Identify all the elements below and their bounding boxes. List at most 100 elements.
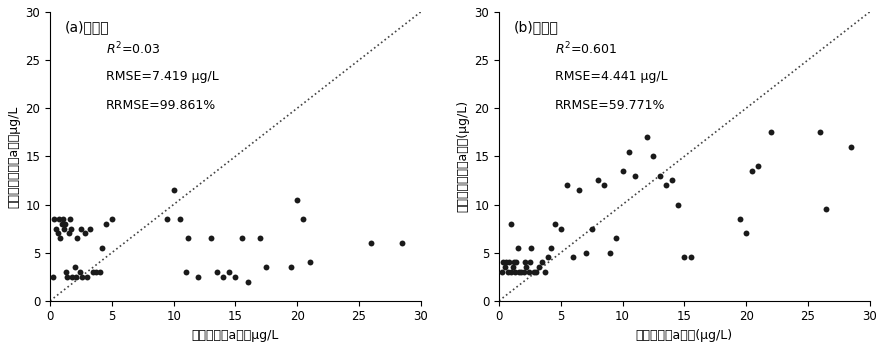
- Point: [494, 269, 508, 275]
- Point: [541, 255, 555, 260]
- Point: [68, 264, 82, 270]
- Point: [499, 264, 513, 270]
- Point: [88, 269, 103, 275]
- Point: [751, 163, 766, 169]
- Point: [566, 255, 580, 260]
- Y-axis label: 影像反演叶绿素a浓度(μg/L): 影像反演叶绿素a浓度(μg/L): [456, 100, 469, 213]
- Point: [500, 269, 514, 275]
- Point: [63, 216, 77, 222]
- Point: [535, 259, 549, 265]
- Text: RRMSE=59.771%: RRMSE=59.771%: [554, 99, 665, 112]
- Point: [739, 231, 753, 236]
- Point: [65, 274, 80, 280]
- Point: [181, 236, 195, 241]
- Point: [522, 269, 536, 275]
- Point: [745, 168, 759, 173]
- Point: [47, 216, 61, 222]
- Point: [553, 226, 568, 231]
- Point: [591, 178, 605, 183]
- Point: [80, 274, 95, 280]
- Point: [609, 236, 623, 241]
- Point: [505, 269, 519, 275]
- Point: [82, 226, 96, 231]
- Point: [203, 236, 217, 241]
- Point: [572, 187, 586, 193]
- Point: [296, 216, 310, 222]
- Point: [671, 202, 685, 207]
- Point: [69, 274, 83, 280]
- Point: [74, 226, 88, 231]
- Point: [50, 226, 64, 231]
- Point: [524, 245, 538, 251]
- Point: [522, 259, 537, 265]
- Point: [45, 274, 59, 280]
- Point: [160, 216, 174, 222]
- Point: [507, 259, 521, 265]
- Text: (a)未分类: (a)未分类: [65, 21, 110, 35]
- Point: [87, 269, 101, 275]
- Point: [518, 259, 532, 265]
- Point: [499, 259, 514, 265]
- Point: [508, 269, 522, 275]
- Text: $\mathit{R}^2$=0.601: $\mathit{R}^2$=0.601: [554, 41, 617, 58]
- Point: [50, 231, 65, 236]
- Point: [240, 279, 255, 284]
- Point: [640, 134, 654, 140]
- Point: [57, 226, 71, 231]
- Point: [395, 240, 409, 246]
- Point: [665, 178, 679, 183]
- Point: [615, 168, 629, 173]
- Point: [764, 129, 778, 135]
- Point: [56, 216, 70, 222]
- Point: [64, 226, 78, 231]
- Point: [537, 269, 552, 275]
- Point: [284, 264, 298, 270]
- Text: (b)分类后: (b)分类后: [514, 21, 559, 35]
- Point: [519, 264, 533, 270]
- Point: [646, 154, 660, 159]
- Point: [529, 269, 543, 275]
- Point: [733, 216, 747, 222]
- Point: [51, 216, 65, 222]
- Point: [302, 259, 316, 265]
- Point: [584, 226, 598, 231]
- Point: [166, 187, 180, 193]
- X-axis label: 实测叶绿素a浓度μg/L: 实测叶绿素a浓度μg/L: [192, 329, 279, 342]
- Point: [253, 236, 267, 241]
- Point: [544, 245, 558, 251]
- Point: [578, 250, 592, 255]
- Point: [510, 245, 524, 251]
- Text: RRMSE=99.861%: RRMSE=99.861%: [106, 99, 216, 112]
- Point: [677, 255, 691, 260]
- Point: [502, 259, 516, 265]
- Point: [290, 197, 304, 202]
- Point: [496, 259, 510, 265]
- Point: [259, 264, 273, 270]
- Point: [53, 236, 67, 241]
- Point: [59, 269, 73, 275]
- Point: [222, 269, 236, 275]
- Point: [95, 245, 109, 251]
- Point: [72, 269, 87, 275]
- Point: [99, 221, 113, 227]
- Y-axis label: 影像反演叶绿素a浓度μg/L: 影像反演叶绿素a浓度μg/L: [7, 105, 20, 208]
- Point: [179, 269, 193, 275]
- Point: [516, 269, 530, 275]
- Point: [603, 250, 617, 255]
- Point: [509, 259, 523, 265]
- Point: [527, 269, 541, 275]
- Point: [652, 173, 667, 178]
- Point: [364, 240, 378, 246]
- Point: [621, 149, 636, 154]
- Point: [813, 129, 827, 135]
- Point: [191, 274, 205, 280]
- Point: [216, 274, 230, 280]
- Point: [514, 269, 529, 275]
- Point: [683, 255, 697, 260]
- Point: [172, 216, 187, 222]
- Point: [597, 183, 611, 188]
- Point: [234, 236, 248, 241]
- Point: [844, 144, 858, 149]
- Point: [56, 221, 70, 227]
- Point: [659, 183, 673, 188]
